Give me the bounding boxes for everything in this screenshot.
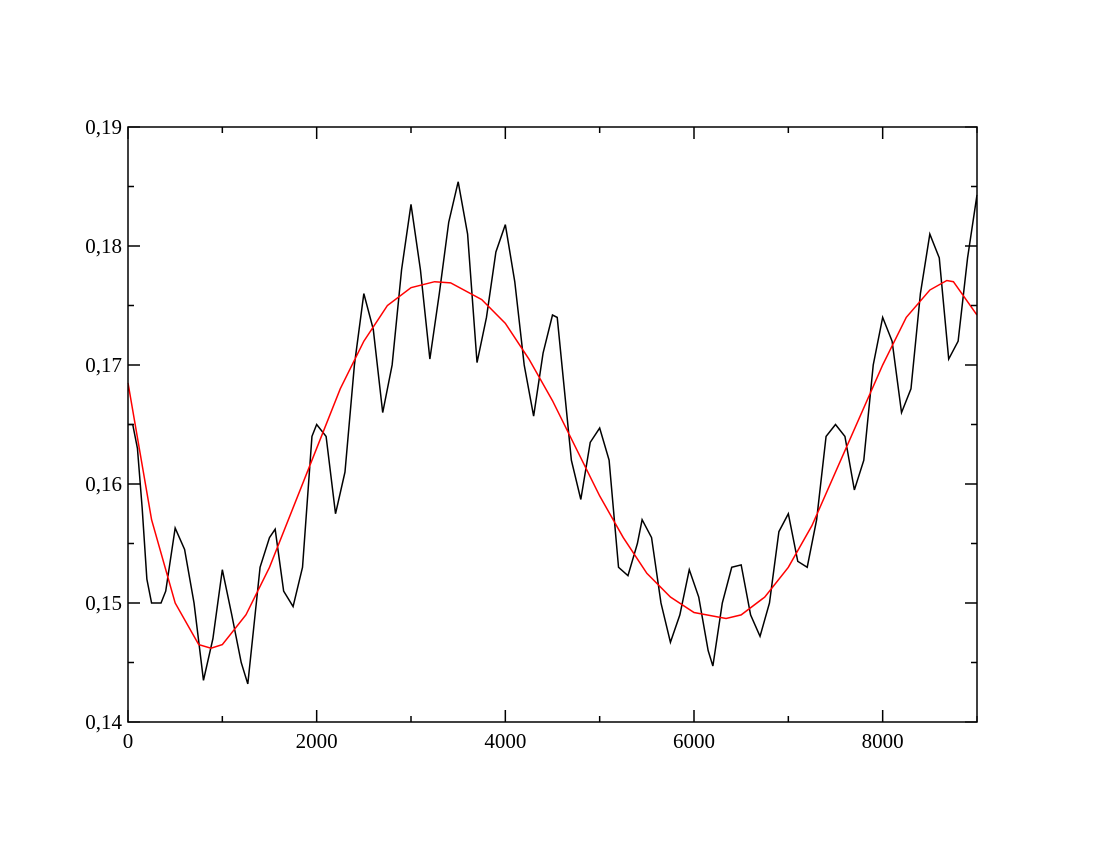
x-tick-label: 4000: [484, 729, 526, 753]
y-tick-label: 0,18: [85, 234, 122, 258]
y-tick-label: 0,16: [85, 472, 122, 496]
x-tick-label: 6000: [673, 729, 715, 753]
y-tick-label: 0,17: [85, 353, 122, 377]
y-tick-label: 0,14: [85, 710, 122, 734]
data-line: [127, 279, 978, 650]
x-tick-label: 8000: [862, 729, 904, 753]
data-line: [128, 181, 978, 685]
x-tick-label: 2000: [296, 729, 338, 753]
plot-frame: [127, 126, 978, 723]
y-tick-label: 0,19: [85, 115, 122, 139]
x-tick-label: 0: [123, 729, 134, 753]
y-tick-label: 0,15: [85, 591, 122, 615]
